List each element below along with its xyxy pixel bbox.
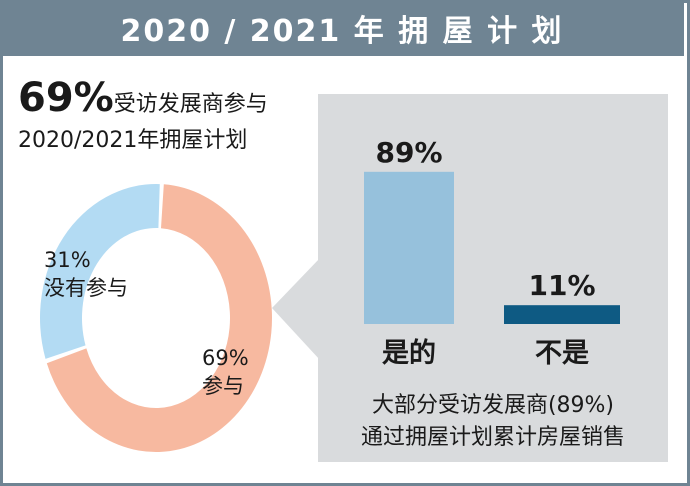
headline-line1: 受访发展商参与 [113,92,268,117]
slice-name-not: 没有参与 [44,276,128,300]
caption-line2: 通过拥屋计划累计房屋销售 [360,425,625,450]
bar-no [504,305,620,324]
donut-chart [40,184,272,453]
slice-name-yes: 参与 [202,374,244,398]
bar-category-label-no: 不是 [535,338,589,369]
slice-percent-not: 31% [44,248,91,272]
caption-line1: 大部分受访发展商(89%) [371,393,615,418]
bar-value-label-no: 11% [528,269,595,302]
caption: 大部分受访发展商(89%) 通过拥屋计划累计房屋销售 [318,390,668,454]
banner-title: 2020 / 2021 年 拥 屋 计 划 [0,0,684,56]
bar-value-label-yes: 89% [375,136,442,169]
headline-line2: 2020/2021年拥屋计划 [18,128,248,153]
slice-label-not-participating: 31% 没有参与 [44,246,128,302]
donut-slice-participating [46,184,272,453]
slice-label-participating: 69% 参与 [202,344,249,400]
bar-category-label-yes: 是的 [382,337,436,369]
donut-slice-not-participating [40,184,160,359]
headline-percent: 69% [18,75,114,121]
headline: 69%受访发展商参与 2020/2021年拥屋计划 [18,78,268,159]
bar-chart: 89% 是的 11% 不是 [364,136,620,369]
slice-percent-yes: 69% [202,346,249,370]
bar-yes [364,171,454,324]
